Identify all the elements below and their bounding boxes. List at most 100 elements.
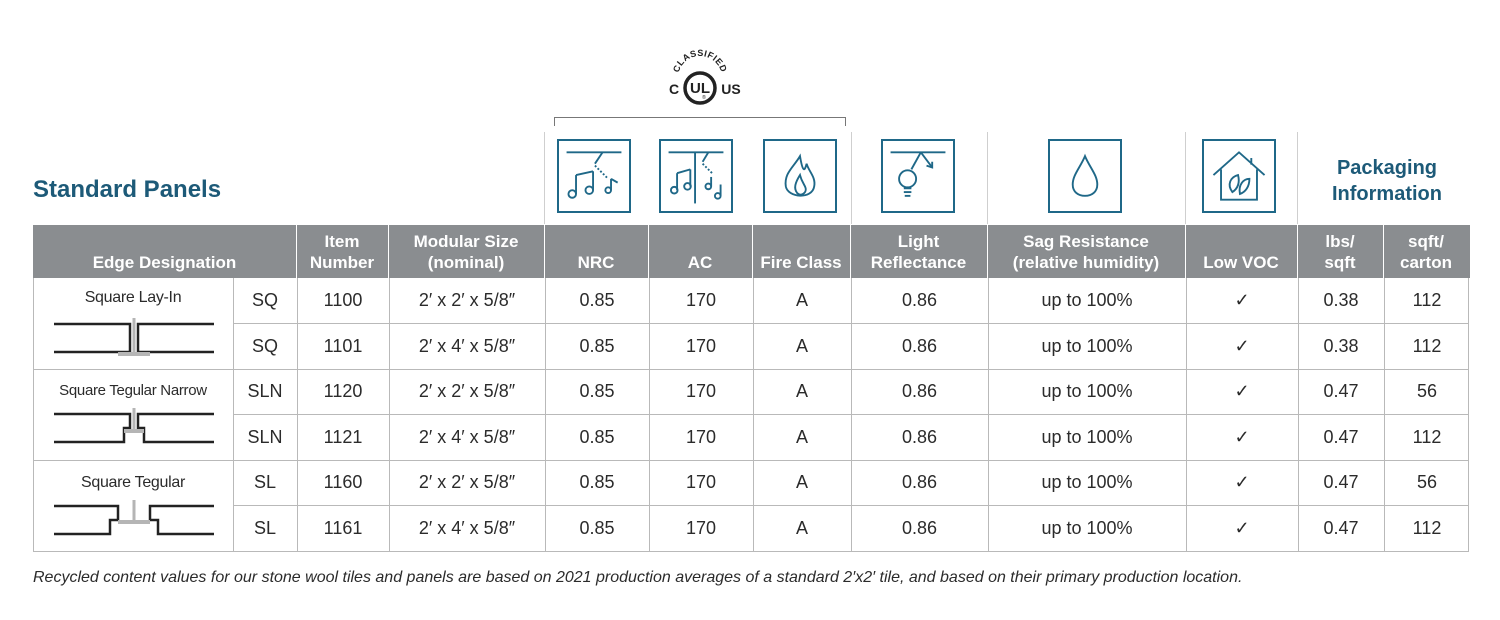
header-nrc: NRC [577,253,615,272]
ul-letters: UL [690,80,710,97]
cell-item: 1120 [323,381,363,401]
cell-lr: 0.86 [901,472,938,492]
cell-nrc: 0.85 [579,427,615,447]
cell-low-voc-check: ✓ [1234,290,1250,310]
ul-classified-mark: CLASSIFIED UL ® C US [669,48,741,105]
ac-icon [659,139,733,213]
cell-ac: 170 [685,472,717,492]
cell-lbs: 0.47 [1323,381,1359,401]
humidity-drop-icon [1048,139,1122,213]
header-lbs-sqft: lbs/ sqft [1324,232,1356,272]
fire-icon [763,139,837,213]
cell-ac: 170 [685,381,717,401]
cell-sag: up to 100% [1041,427,1133,447]
cell-lr: 0.86 [901,290,938,310]
header-divider [1383,225,1384,278]
ul-bracket [554,117,846,126]
square-tegular-narrow-profile [54,408,214,444]
table-header: Edge Designation Item Number Modular Siz… [33,225,1470,278]
cell-code: SLN [247,427,283,447]
header-divider [544,225,545,278]
header-divider [648,225,649,278]
header-light-reflectance: Light Reflectance [870,232,967,272]
header-divider [987,225,988,278]
icon-separator [544,132,545,224]
cell-sqft: 112 [1412,336,1442,356]
header-divider [388,225,389,278]
cell-size: 2′ x 4′ x 5/8″ [418,518,516,538]
cell-nrc: 0.85 [579,381,615,401]
data-table: Square Lay-In Square Tegular Narrow Squa… [33,278,1469,552]
header-edge-designation: Edge Designation [92,253,237,272]
cell-lbs: 0.38 [1323,336,1359,356]
cell-nrc: 0.85 [579,290,615,310]
cell-sqft: 112 [1412,427,1442,447]
cell-code: SQ [251,336,278,356]
cell-size: 2′ x 2′ x 5/8″ [418,290,516,310]
header-low-voc: Low VOC [1203,253,1279,272]
cell-nrc: 0.85 [579,518,615,538]
cell-item: 1161 [323,518,363,538]
packaging-information-title: Packaging Information [1332,157,1442,205]
cell-lr: 0.86 [901,381,938,401]
header-item-number: Item Number [309,232,375,272]
cell-low-voc-check: ✓ [1234,472,1250,492]
cell-lr: 0.86 [901,336,938,356]
header-divider [752,225,753,278]
group-line [34,460,1468,461]
cell-code: SL [253,518,277,538]
header-divider [1297,225,1298,278]
header-sag-resistance: Sag Resistance (relative humidity) [1012,232,1160,272]
cell-sag: up to 100% [1041,518,1133,538]
edge-label-square-lay-in: Square Lay-In [84,289,182,306]
square-tegular-profile [54,500,214,536]
cell-fire: A [795,336,808,356]
cell-code: SLN [247,381,283,401]
header-modular-size: Modular Size (nominal) [413,232,519,272]
icon-separator [851,132,852,224]
edge-label-square-tegular: Square Tegular [80,474,186,491]
cell-size: 2′ x 4′ x 5/8″ [418,427,516,447]
cell-size: 2′ x 4′ x 5/8″ [418,336,516,356]
icon-separator [1185,132,1186,224]
icon-separator [987,132,988,224]
cell-sag: up to 100% [1041,336,1133,356]
cell-size: 2′ x 2′ x 5/8″ [418,472,516,492]
cell-sag: up to 100% [1041,472,1133,492]
row-line [233,414,1468,415]
ul-registered: ® [702,94,706,101]
edge-label-square-tegular-narrow: Square Tegular Narrow [59,382,207,399]
cell-fire: A [795,472,808,492]
svg-text:CLASSIFIED: CLASSIFIED [671,48,729,74]
ul-us-letters: US [721,81,740,97]
header-fire-class: Fire Class [760,253,842,272]
light-reflectance-icon [881,139,955,213]
ul-c-letter: C [669,81,679,97]
cell-low-voc-check: ✓ [1234,336,1250,356]
cell-sag: up to 100% [1041,381,1133,401]
cell-size: 2′ x 2′ x 5/8″ [418,381,516,401]
page-title: Standard Panels [33,176,222,203]
cell-sqft: 56 [1416,381,1438,401]
cell-low-voc-check: ✓ [1234,427,1250,447]
square-lay-in-profile [54,318,214,356]
cell-code: SL [253,472,277,492]
cell-item: 1121 [323,427,363,447]
cell-ac: 170 [685,518,717,538]
cell-sqft: 112 [1412,290,1442,310]
cell-sqft: 112 [1412,518,1442,538]
cell-item: 1160 [323,472,363,492]
cell-low-voc-check: ✓ [1234,518,1250,538]
header-ac: AC [687,253,713,272]
icon-separator [1297,132,1298,224]
low-voc-house-icon [1202,139,1276,213]
cell-ac: 170 [685,336,717,356]
cell-ac: 170 [685,290,717,310]
cell-lbs: 0.38 [1323,290,1359,310]
row-line [233,323,1468,324]
cell-lbs: 0.47 [1323,518,1359,538]
cell-lr: 0.86 [901,427,938,447]
cell-item: 1100 [323,290,363,310]
cell-item: 1101 [323,336,363,356]
header-sqft-carton: sqft/ carton [1400,232,1452,272]
